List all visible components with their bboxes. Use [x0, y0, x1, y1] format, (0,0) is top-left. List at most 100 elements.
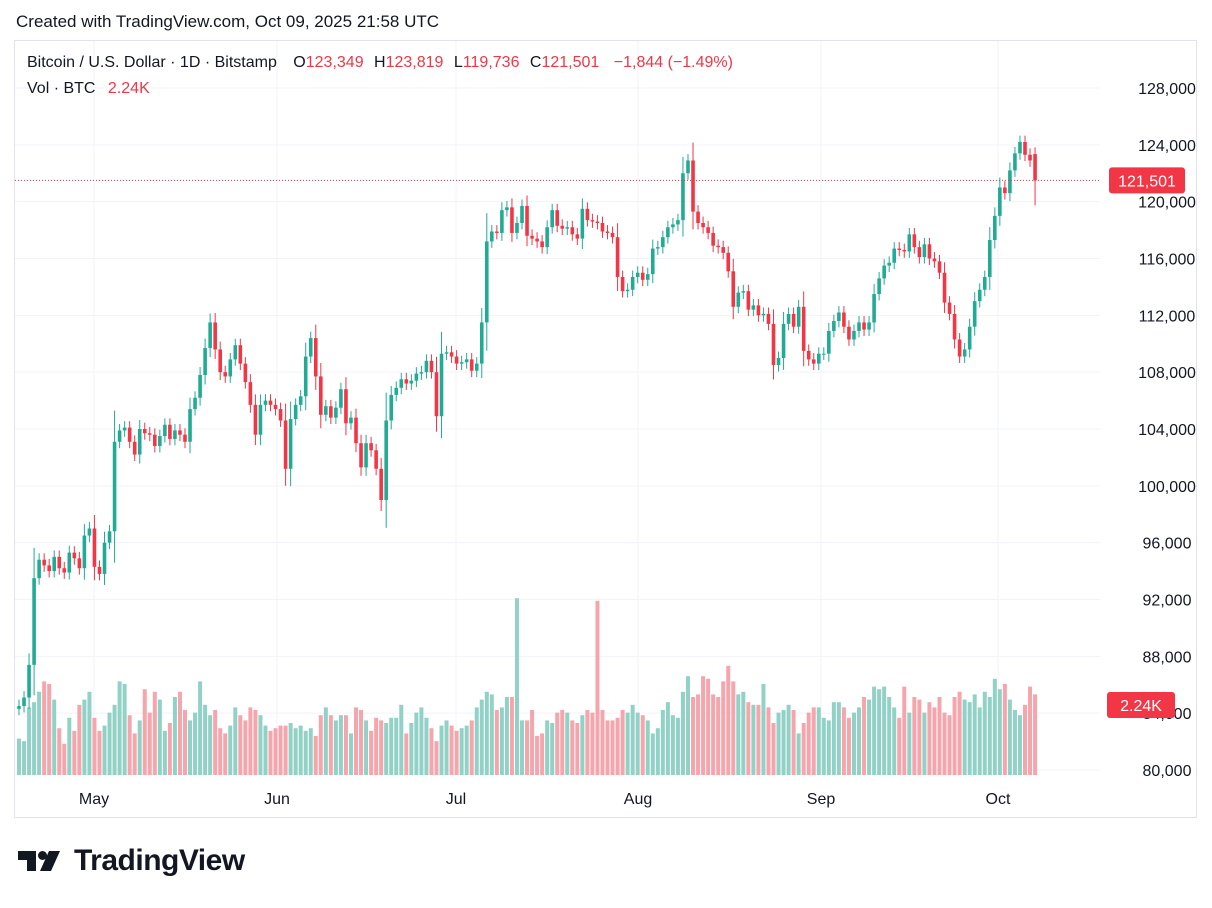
volume-bar [313, 736, 318, 775]
candle-body [982, 276, 987, 290]
volume-bar [791, 710, 796, 775]
volume-bar [691, 697, 696, 775]
volume-bar [902, 686, 907, 775]
volume-bar [781, 710, 786, 775]
candle-body [716, 245, 720, 248]
candlestick-chart[interactable]: 128,000 124,000 120,000 116,000 112,000 108,0… [15, 41, 1197, 817]
candle-body [852, 330, 856, 340]
volume-bar [565, 712, 570, 775]
volume-bar [238, 715, 243, 775]
volume-bar [429, 728, 434, 775]
volume-bar [369, 730, 374, 775]
candle-body [842, 312, 846, 327]
volume-bar [816, 707, 821, 775]
candle-body [867, 322, 871, 330]
candle-body [122, 427, 127, 431]
volume-bar [716, 697, 721, 775]
candle-body [550, 210, 554, 228]
volume-bar [540, 733, 545, 775]
candle-body [625, 289, 630, 292]
candle-body [640, 272, 645, 280]
y-tick-label: 104,000 [1138, 422, 1196, 439]
volume-bar [675, 717, 680, 775]
volume-bar [806, 712, 811, 775]
created-caption: Created with TradingView.com, Oct 09, 20… [16, 12, 440, 31]
candle-body [429, 360, 434, 373]
volume-bar [962, 699, 967, 775]
volume-bar [147, 712, 152, 775]
volume-bar [223, 733, 228, 775]
volume-bar [318, 715, 323, 775]
candle-body [434, 372, 439, 417]
volume-bar [982, 691, 987, 775]
volume-bar [137, 720, 142, 775]
volume-bar [937, 697, 942, 775]
candle-body [741, 291, 746, 293]
y-tick-label: 108,000 [1138, 365, 1196, 382]
candle-body [228, 359, 233, 377]
candle-body [469, 359, 474, 371]
candle-body [917, 247, 922, 258]
volume-bar [711, 694, 716, 775]
volume-bar [243, 720, 248, 775]
volume-bar [218, 728, 223, 775]
volume-bar [494, 710, 499, 775]
candle-body [178, 430, 182, 435]
candle-body [510, 207, 514, 233]
candle-body [781, 323, 786, 358]
candle-body [223, 372, 228, 377]
volume-bar [17, 738, 21, 775]
candle-body [882, 265, 886, 279]
volume-bar [333, 720, 338, 775]
volume-bar [1017, 715, 1022, 775]
y-tick-label: 112,000 [1139, 308, 1196, 325]
candle-body [213, 322, 217, 350]
candle-body [580, 208, 585, 239]
volume-bar [867, 699, 872, 775]
volume-bar [771, 723, 776, 775]
volume-bar [957, 691, 962, 775]
candle-body [198, 375, 202, 398]
candle-body [977, 289, 982, 302]
candle-body [505, 207, 509, 211]
candle-body [746, 291, 751, 310]
candle-body [57, 556, 62, 569]
candle-body [163, 424, 167, 437]
volume-bar [655, 728, 660, 775]
volume-bar [801, 723, 806, 775]
tradingview-logo[interactable]: TradingView [18, 844, 245, 878]
volume-bar [826, 720, 831, 775]
volume-bar [469, 720, 474, 775]
volume-bar [525, 720, 530, 775]
candle-body [218, 349, 222, 373]
candle-body [847, 326, 851, 340]
candle-body [82, 535, 87, 569]
candle-body [721, 247, 725, 253]
candle-body [761, 313, 766, 316]
candle-body [454, 356, 459, 364]
candle-body [706, 227, 710, 233]
volume-bar [872, 686, 877, 775]
volume-bar [660, 710, 665, 775]
volume-legend: Vol · BTC 2.24K [27, 80, 150, 98]
volume-bar [208, 715, 213, 775]
candle-body [615, 237, 620, 277]
candle-body [857, 322, 861, 331]
candle-body [801, 306, 806, 351]
volume-bar [323, 707, 328, 775]
volume-bar [298, 725, 303, 775]
candle-body [97, 566, 102, 574]
candle-body [897, 248, 902, 250]
candle-body [806, 350, 811, 360]
x-tick-label: Oct [986, 791, 1011, 808]
candle-body [92, 528, 97, 567]
y-tick-label: 88,000 [1143, 649, 1192, 666]
volume-bar [188, 720, 193, 775]
volume-bar [751, 704, 756, 775]
high-label: H [374, 54, 386, 71]
volume-bar [394, 717, 399, 775]
candle-body [681, 173, 685, 221]
volume-bar [479, 699, 484, 775]
candle-body [364, 443, 368, 468]
candle-body [394, 387, 399, 395]
